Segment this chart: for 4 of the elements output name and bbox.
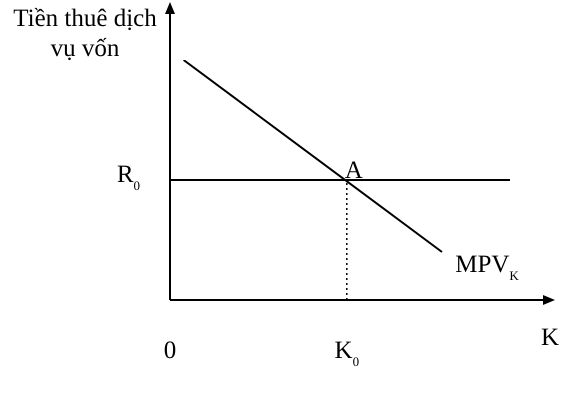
x-axis-title: K [540,324,560,351]
x-tick-label: 0 [164,337,176,364]
y-axis-title: Tiền thuê dịch vụ vốn [12,4,158,64]
annotation: A [344,157,363,184]
